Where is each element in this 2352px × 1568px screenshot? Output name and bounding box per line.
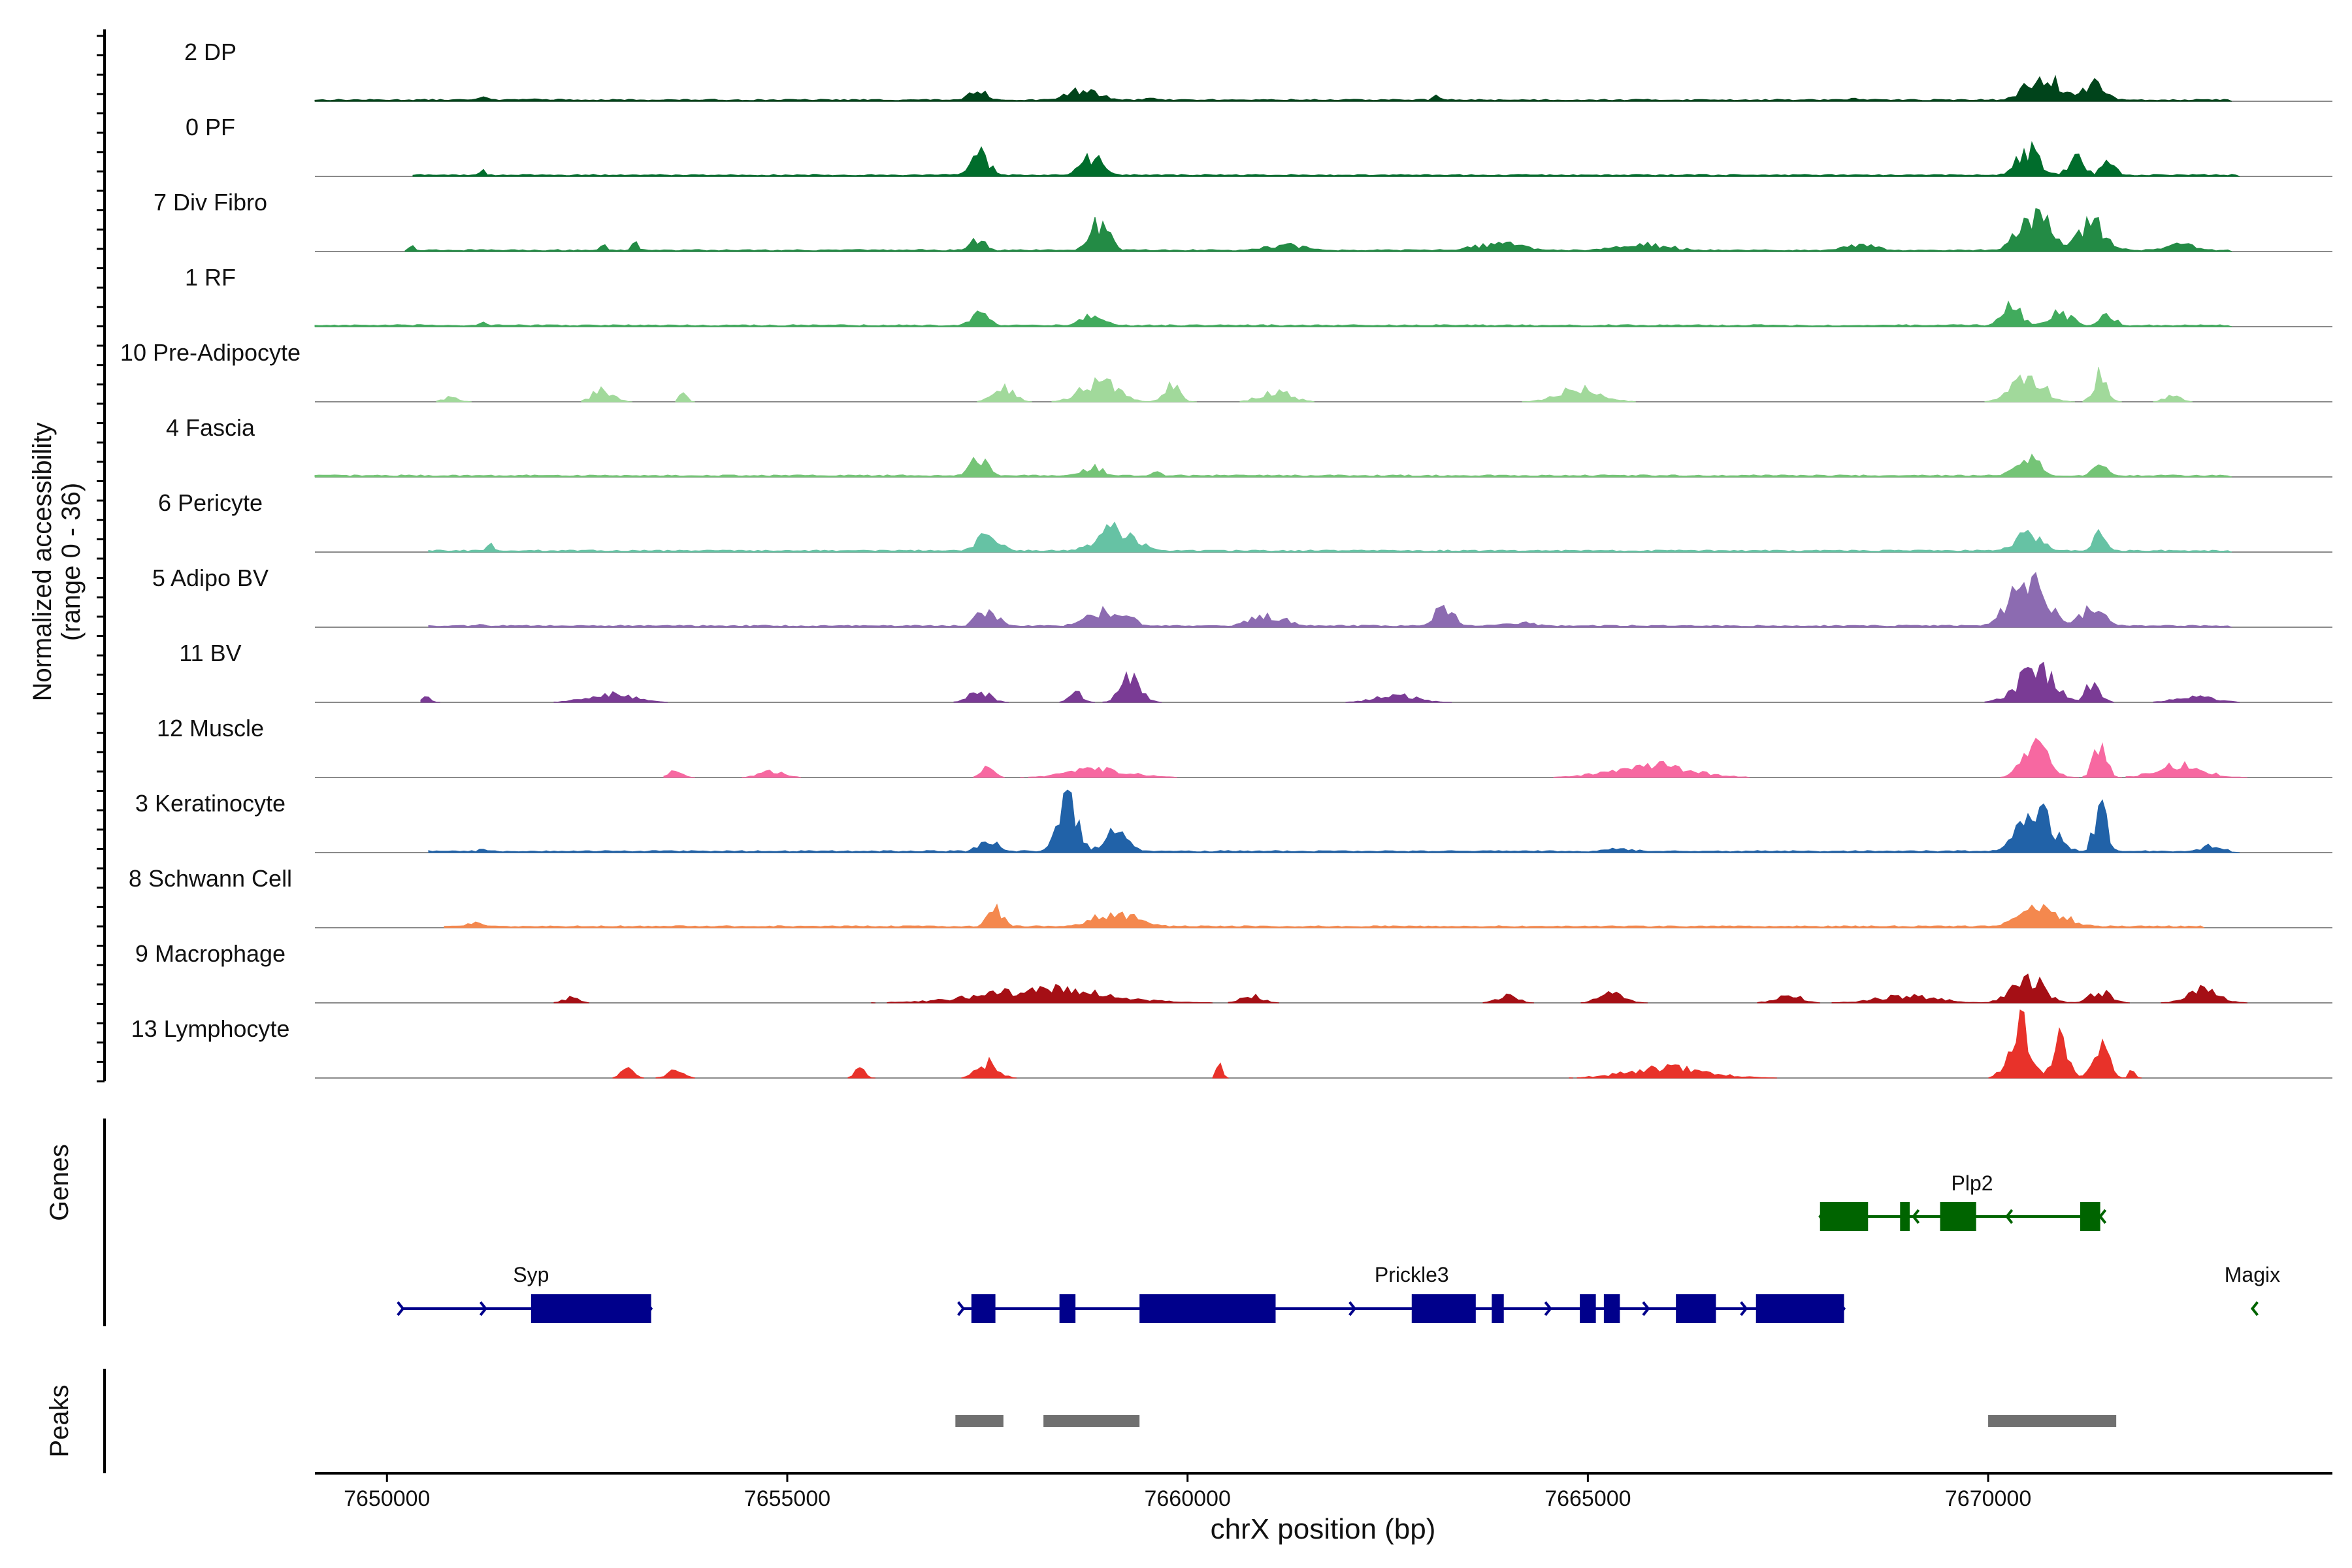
- track-area: [314, 74, 2232, 102]
- gene-exon: [1756, 1294, 1844, 1323]
- gene-label: Syp: [513, 1263, 549, 1286]
- strand-arrow: [1544, 1301, 1552, 1316]
- track-area: [420, 661, 2240, 703]
- strand-arrow: [1740, 1301, 1748, 1316]
- strand-arrow: [479, 1301, 487, 1316]
- track-area: [663, 738, 2248, 778]
- strand-arrow: [645, 1301, 653, 1316]
- gene-exon: [1676, 1294, 1716, 1323]
- peak-bar: [1988, 1415, 2117, 1427]
- strand-arrow: [2099, 1209, 2107, 1224]
- track-13: 13 Lymphocyte: [131, 1009, 2332, 1079]
- accessibility-tracks: 2 DP 0 PF 7 Div Fibro 1 RF 10 Pre-Adipocyte 4…: [97, 29, 2332, 1083]
- gene-exon: [531, 1294, 651, 1323]
- gene-exon: [2080, 1202, 2100, 1231]
- track-10: 3 Keratinocyte: [135, 789, 2332, 853]
- gene-exon: [1603, 1294, 1620, 1323]
- gene-exon: [1139, 1294, 1276, 1323]
- track-area: [428, 789, 2240, 853]
- track-1: 0 PF: [186, 114, 2332, 177]
- genes-panel-label: Genes: [45, 1144, 74, 1221]
- gene-exon: [1940, 1202, 1976, 1231]
- peaks-panel: Peaks: [45, 1369, 2117, 1473]
- track-area: [553, 973, 2248, 1004]
- gene-exon: [1411, 1294, 1476, 1323]
- genes-panel: Genes Plp2 Syp Prickle3 Magix: [45, 1119, 2280, 1326]
- track-label: 4 Fascia: [166, 414, 255, 441]
- strand-arrow: [2005, 1209, 2014, 1224]
- strand-arrow: [2250, 1301, 2259, 1316]
- track-label: 3 Keratinocyte: [135, 790, 286, 817]
- gene-label: Magix: [2225, 1263, 2280, 1286]
- y-axis-label: Normalized accessibility (range 0 - 36): [28, 423, 86, 702]
- y-axis-title: Normalized accessibility: [28, 423, 57, 702]
- gene-exon: [971, 1294, 996, 1323]
- track-label: 11 BV: [179, 640, 241, 666]
- strand-arrow: [1837, 1301, 1846, 1316]
- x-tick-label: 7660000: [1144, 1486, 1230, 1511]
- track-label: 6 Pericyte: [158, 489, 263, 516]
- peak-bar: [955, 1415, 1004, 1427]
- track-area: [404, 208, 2232, 252]
- track-label: 12 Muscle: [157, 715, 264, 742]
- x-tick-label: 7665000: [1544, 1486, 1631, 1511]
- track-label: 1 RF: [185, 264, 236, 291]
- track-4: 10 Pre-Adipocyte: [120, 339, 2332, 402]
- track-5: 4 Fascia: [166, 414, 2332, 478]
- gene-magix: Magix: [2225, 1263, 2280, 1316]
- x-axis-title: chrX position (bp): [1211, 1513, 1436, 1545]
- strand-arrow: [1348, 1301, 1357, 1316]
- x-axis: chrX position (bp) 7650000 7655000 7660000…: [315, 1472, 2332, 1545]
- track-label: 5 Adipo BV: [152, 564, 269, 591]
- track-12: 9 Macrophage: [135, 940, 2332, 1004]
- x-tick-label: 7655000: [744, 1486, 830, 1511]
- track-label: 8 Schwann Cell: [129, 865, 292, 892]
- track-area: [436, 367, 2193, 402]
- x-tick-label: 7650000: [344, 1486, 430, 1511]
- track-6: 6 Pericyte: [158, 489, 2332, 553]
- track-area: [444, 903, 2205, 928]
- gene-exon: [1900, 1202, 1910, 1231]
- gene-syp: Syp: [397, 1263, 653, 1323]
- track-label: 10 Pre-Adipocyte: [120, 339, 301, 366]
- track-8: 11 BV: [179, 640, 2332, 703]
- track-3: 1 RF: [185, 264, 2332, 327]
- strand-arrow: [957, 1301, 966, 1316]
- track-area: [314, 453, 2232, 478]
- track-area: [428, 572, 2232, 628]
- gene-exon: [1492, 1294, 1504, 1323]
- track-0: 2 DP: [184, 39, 2332, 102]
- track-2: 7 Div Fibro: [154, 189, 2332, 252]
- track-label: 0 PF: [186, 114, 235, 140]
- track-area: [412, 140, 2240, 177]
- track-11: 8 Schwann Cell: [129, 865, 2332, 928]
- track-label: 13 Lymphocyte: [131, 1015, 290, 1042]
- gene-label: Plp2: [1952, 1171, 1993, 1195]
- track-label: 2 DP: [184, 39, 237, 65]
- x-tick-label: 7670000: [1945, 1486, 2031, 1511]
- track-area: [314, 300, 2232, 327]
- track-7: 5 Adipo BV: [152, 564, 2332, 628]
- y-axis-subtitle: (range 0 - 36): [57, 483, 86, 641]
- track-label: 7 Div Fibro: [154, 189, 267, 216]
- gene-plp2: Plp2: [1818, 1171, 2107, 1231]
- strand-arrow: [1642, 1301, 1650, 1316]
- track-9: 12 Muscle: [157, 715, 2332, 778]
- strand-arrow: [1818, 1209, 1827, 1224]
- strand-arrow: [397, 1301, 405, 1316]
- track-label: 9 Macrophage: [135, 940, 286, 967]
- gene-exon: [1580, 1294, 1596, 1323]
- gene-exon: [1820, 1202, 1869, 1231]
- gene-exon: [1059, 1294, 1076, 1323]
- gene-prickle3: Prickle3: [957, 1263, 1846, 1323]
- track-area: [428, 521, 2232, 553]
- strand-arrow: [1912, 1209, 1920, 1224]
- peak-bar: [1043, 1415, 1140, 1427]
- gene-label: Prickle3: [1375, 1263, 1449, 1286]
- track-area: [612, 1009, 2142, 1079]
- peaks-panel-label: Peaks: [45, 1384, 74, 1457]
